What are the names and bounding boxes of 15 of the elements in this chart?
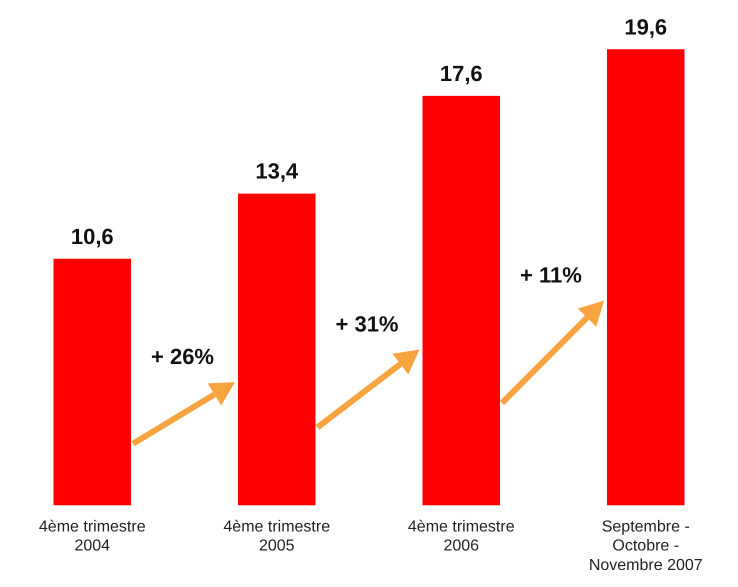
annotation: + 31% [335, 311, 398, 336]
annotation: + 26% [150, 344, 214, 370]
data-label: 13,4 [255, 158, 299, 184]
x-tick-label: 4ème trimestre 2005 [223, 518, 330, 555]
x-tick-label: 4ème trimestre 2004 [38, 518, 146, 555]
data-label: 10,6 [70, 224, 114, 249]
data-label: 19,6 [624, 14, 668, 40]
bar [607, 49, 684, 506]
bar [54, 258, 131, 506]
x-tick-label: 4ème trimestre 2006 [408, 518, 515, 555]
bar [422, 96, 500, 506]
annotation: + 11% [520, 262, 582, 288]
x-tick-label: Septembre - Octobre - Novembre 2007 [588, 518, 703, 574]
bar [238, 194, 316, 506]
data-label: 17,6 [440, 60, 483, 86]
